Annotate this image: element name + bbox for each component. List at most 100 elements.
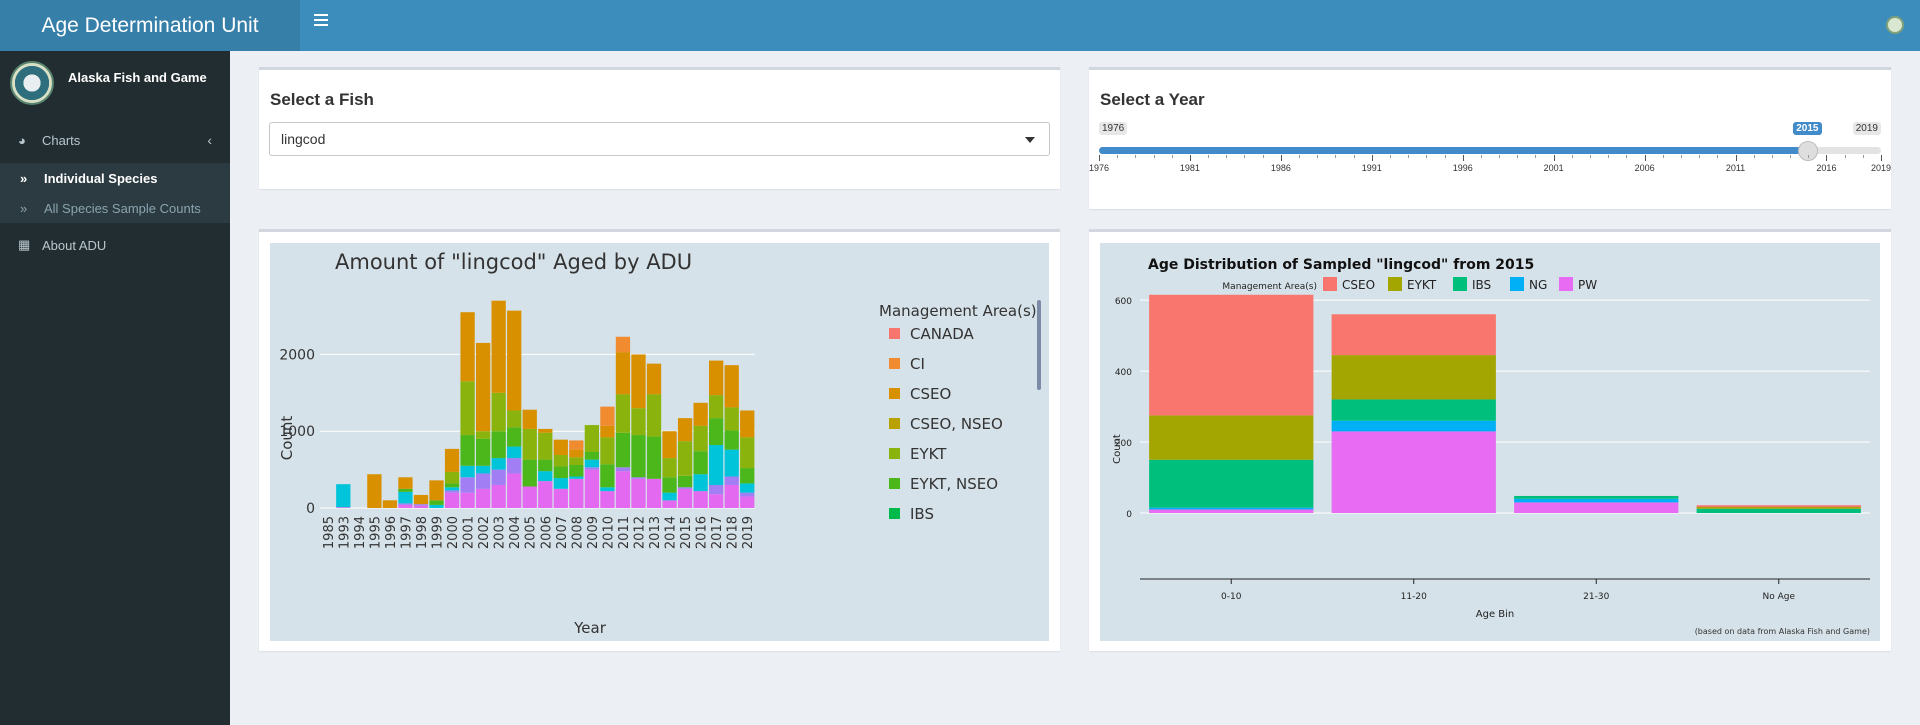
bar-segment[interactable] (709, 360, 724, 396)
slider-track[interactable] (1099, 147, 1881, 154)
bar-segment[interactable] (693, 474, 708, 492)
bar-segment[interactable] (740, 483, 755, 493)
bar-segment[interactable] (724, 449, 739, 477)
bar-segment[interactable] (1149, 294, 1314, 416)
bar-segment[interactable] (336, 507, 351, 508)
bar-segment[interactable] (615, 467, 631, 472)
bar-segment[interactable] (413, 505, 429, 508)
bar-segment[interactable] (724, 476, 739, 485)
legend-label[interactable]: EYKT (910, 445, 947, 463)
legend-swatch[interactable] (1388, 277, 1402, 291)
bar-segment[interactable] (1331, 355, 1496, 400)
bar-segment[interactable] (724, 365, 739, 408)
bar-segment[interactable] (553, 439, 568, 456)
bar-segment[interactable] (709, 445, 724, 485)
bar-segment[interactable] (538, 481, 553, 508)
bar-segment[interactable] (460, 381, 475, 436)
bar-segment[interactable] (460, 492, 475, 508)
bar-segment[interactable] (460, 435, 475, 466)
bar-segment[interactable] (398, 503, 413, 505)
bar-segment[interactable] (1149, 509, 1314, 513)
bar-segment[interactable] (1149, 415, 1314, 460)
bar-segment[interactable] (1149, 459, 1314, 508)
bar-segment[interactable] (740, 496, 755, 508)
bar-segment[interactable] (646, 478, 662, 508)
bar-segment[interactable] (615, 336, 631, 353)
bar-segment[interactable] (1696, 508, 1861, 513)
sidebar-item-individual-species[interactable]: » Individual Species (0, 163, 230, 193)
bar-segment[interactable] (507, 458, 522, 474)
bar-segment[interactable] (398, 477, 413, 489)
bar-segment[interactable] (600, 406, 615, 426)
bar-segment[interactable] (1514, 502, 1679, 513)
bar-segment[interactable] (491, 431, 506, 459)
bar-segment[interactable] (336, 484, 351, 508)
bar-segment[interactable] (662, 458, 677, 478)
bar-segment[interactable] (553, 455, 568, 467)
bar-segment[interactable] (693, 451, 708, 475)
bar-segment[interactable] (444, 483, 460, 488)
bar-segment[interactable] (382, 500, 398, 508)
bar-segment[interactable] (615, 471, 631, 508)
bar-segment[interactable] (522, 459, 537, 487)
bar-segment[interactable] (693, 425, 708, 452)
bar-segment[interactable] (662, 500, 677, 508)
bar-segment[interactable] (553, 488, 568, 508)
bar-segment[interactable] (475, 438, 491, 466)
sidebar-item-charts[interactable]: ◕ Charts ‹ (0, 125, 230, 155)
legend-swatch[interactable] (889, 448, 900, 459)
bar-segment[interactable] (631, 478, 646, 508)
bar-segment[interactable] (724, 484, 739, 508)
bar-segment[interactable] (429, 480, 444, 501)
bar-segment[interactable] (444, 490, 460, 493)
bar-segment[interactable] (553, 478, 568, 489)
bar-segment[interactable] (1331, 420, 1496, 432)
bar-segment[interactable] (491, 300, 506, 393)
bar-segment[interactable] (662, 477, 677, 493)
bar-segment[interactable] (475, 342, 491, 432)
bar-segment[interactable] (491, 392, 506, 432)
bar-segment[interactable] (631, 408, 646, 436)
app-title[interactable]: Age Determination Unit (0, 0, 300, 51)
bar-segment[interactable] (413, 504, 429, 506)
bar-segment[interactable] (569, 449, 584, 458)
bar-segment[interactable] (646, 363, 662, 395)
legend-scrollbar[interactable] (1037, 300, 1041, 390)
bar-segment[interactable] (1149, 507, 1314, 510)
bar-segment[interactable] (662, 431, 677, 459)
bar-segment[interactable] (662, 492, 677, 501)
bar-segment[interactable] (615, 352, 631, 395)
legend-label[interactable]: IBS (910, 505, 934, 523)
legend-swatch[interactable] (1323, 277, 1337, 291)
year-slider[interactable]: 1976 2019 2015 1976 1981 1986 1991 1996 2001 2… (1089, 122, 1891, 182)
bar-segment[interactable] (460, 465, 475, 478)
bar-segment[interactable] (569, 476, 584, 479)
bar-segment[interactable] (646, 436, 662, 479)
legend-swatch[interactable] (1559, 277, 1573, 291)
bar-segment[interactable] (677, 487, 693, 489)
bar-segment[interactable] (398, 488, 413, 492)
bar-segment[interactable] (740, 437, 755, 469)
bar-segment[interactable] (444, 471, 460, 484)
legend-swatch[interactable] (889, 358, 900, 369)
legend-swatch[interactable] (889, 328, 900, 339)
legend-label[interactable]: CSEO (910, 385, 951, 403)
bar-segment[interactable] (724, 430, 739, 450)
bar-segment[interactable] (677, 475, 693, 488)
bar-segment[interactable] (507, 446, 522, 459)
bar-segment[interactable] (367, 474, 382, 508)
bar-segment[interactable] (475, 488, 491, 508)
legend-label[interactable]: CI (910, 355, 925, 373)
bar-segment[interactable] (1331, 431, 1496, 513)
bar-segment[interactable] (740, 468, 755, 484)
bar-segment[interactable] (398, 491, 413, 504)
bar-segment[interactable] (569, 440, 584, 450)
bar-segment[interactable] (1331, 399, 1496, 421)
bar-segment[interactable] (491, 458, 506, 470)
bar-segment[interactable] (631, 477, 646, 479)
bar-segment[interactable] (709, 484, 724, 495)
sidebar-item-all-species[interactable]: » All Species Sample Counts (0, 193, 230, 223)
bar-segment[interactable] (740, 492, 755, 497)
bar-segment[interactable] (522, 428, 537, 460)
bar-segment[interactable] (1696, 506, 1861, 509)
